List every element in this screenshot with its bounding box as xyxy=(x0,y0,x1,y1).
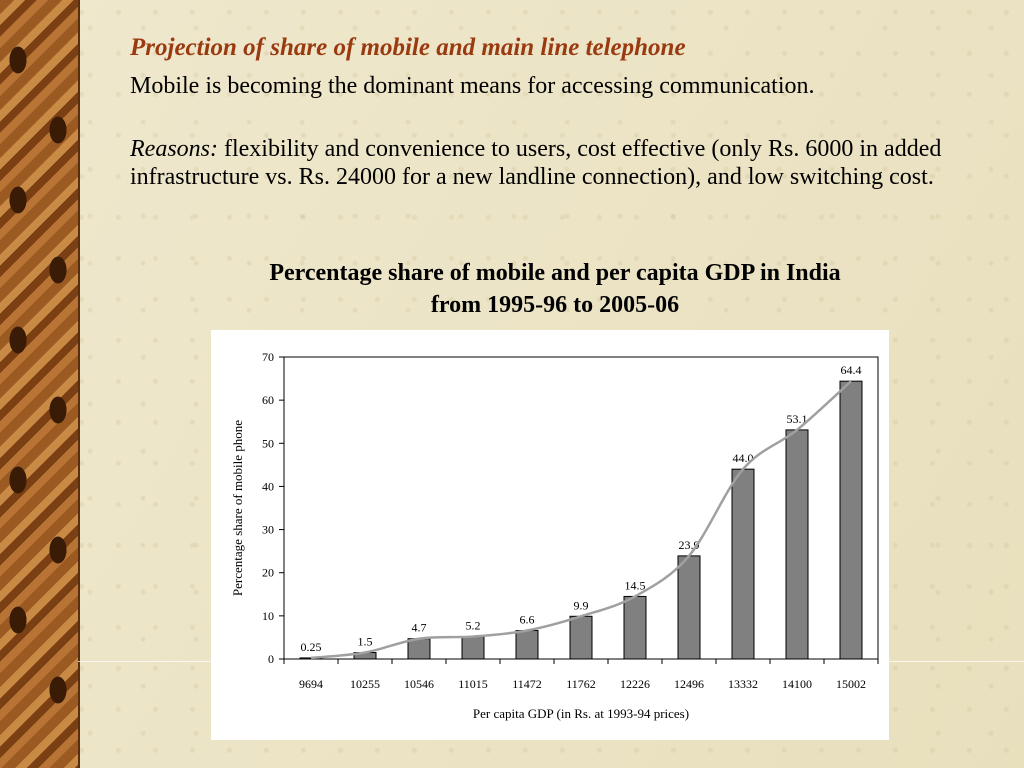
paragraph-mobile-dominant: Mobile is becoming the dominant means fo… xyxy=(130,73,815,99)
bar xyxy=(731,468,755,660)
bar xyxy=(839,380,863,660)
x-tick-label: 11015 xyxy=(458,677,488,691)
data-label: 4.7 xyxy=(412,621,427,635)
bar xyxy=(785,429,809,660)
bar xyxy=(623,595,647,660)
x-tick-label: 11472 xyxy=(512,677,542,691)
data-label: 9.9 xyxy=(574,598,589,612)
data-label: 14.5 xyxy=(625,578,646,592)
bar xyxy=(407,638,431,660)
bar xyxy=(461,636,485,660)
chart-heading-line1: Percentage share of mobile and per capit… xyxy=(269,260,841,286)
x-tick-label: 11762 xyxy=(566,677,596,691)
bar-chart: 0 10 20 30 40 50 60 70 0.25 9694 1.5 10255 4.7 10546 5… xyxy=(230,350,879,721)
reasons-label: Reasons: xyxy=(130,136,218,162)
x-tick-label: 14100 xyxy=(782,677,812,691)
decorative-wood-border xyxy=(0,0,80,768)
bar xyxy=(515,630,539,660)
data-label: 64.4 xyxy=(841,363,862,377)
slide-title: Projection of share of mobile and main l… xyxy=(130,34,686,61)
y-tick-label: 60 xyxy=(262,393,274,407)
y-tick-label: 70 xyxy=(262,350,274,364)
reasons-text: flexibility and convenience to users, co… xyxy=(130,136,942,190)
x-tick-label: 13332 xyxy=(728,677,758,691)
data-label: 1.5 xyxy=(358,635,373,649)
data-label: 53.1 xyxy=(787,412,808,426)
x-tick-label: 12496 xyxy=(674,677,704,691)
chart-heading-line2: from 1995-96 to 2005-06 xyxy=(430,292,680,318)
y-tick-label: 30 xyxy=(262,523,274,537)
data-label: 6.6 xyxy=(520,613,535,627)
y-tick-label: 20 xyxy=(262,566,274,580)
x-tick-label: 9694 xyxy=(299,677,323,691)
y-tick-label: 50 xyxy=(262,436,274,450)
y-axis-title: Percentage share of mobile phone xyxy=(230,420,245,596)
data-label: 44.0 xyxy=(733,451,754,465)
chart-container: 0 10 20 30 40 50 60 70 0.25 9694 1.5 10255 4.7 10546 5… xyxy=(211,330,889,740)
bar xyxy=(677,555,701,660)
data-label: 0.25 xyxy=(301,640,322,654)
x-tick-label: 10255 xyxy=(350,677,380,691)
paragraph-reasons: Reasons: flexibility and convenience to … xyxy=(130,135,1010,191)
y-tick-label: 0 xyxy=(268,652,274,666)
bar xyxy=(569,615,593,660)
x-axis-title: Per capita GDP (in Rs. at 1993-94 prices… xyxy=(473,706,689,721)
y-tick-label: 40 xyxy=(262,479,274,493)
x-tick-label: 10546 xyxy=(404,677,434,691)
x-tick-label: 12226 xyxy=(620,677,650,691)
data-label: 5.2 xyxy=(466,619,481,633)
x-tick-label: 15002 xyxy=(836,677,866,691)
chart-heading: Percentage share of mobile and per capit… xyxy=(90,257,1020,321)
trend-line xyxy=(310,380,852,660)
y-tick-label: 10 xyxy=(262,609,274,623)
